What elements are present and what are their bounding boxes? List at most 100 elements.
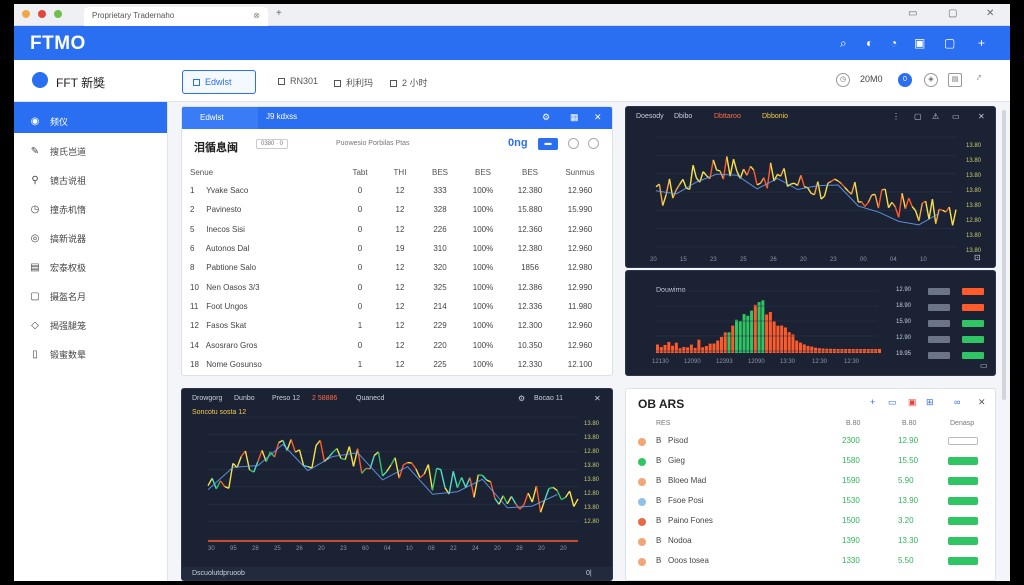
intraday-chart[interactable] [182, 389, 613, 581]
chart-symbol[interactable]: Drowgorg [192, 395, 223, 402]
close-icon[interactable]: ✕ [978, 397, 986, 407]
table-row[interactable]: 10 Nen Oasos 3/3 0 12 325 100% 12.386 12.990 [190, 277, 606, 296]
extension-icon[interactable] [54, 10, 62, 18]
chart-footer-control[interactable]: 0| [586, 570, 592, 577]
layers-icon[interactable]: ⊞ [926, 397, 934, 407]
chart-label[interactable]: Quanecd [356, 395, 385, 402]
share-icon[interactable]: ⤤ [977, 75, 981, 82]
add-icon[interactable]: + [978, 36, 986, 50]
close-tab-icon[interactable]: ⊗ [253, 11, 260, 20]
window-icon[interactable]: ▭ [888, 397, 897, 407]
menu-icon[interactable]: ⋮ [892, 112, 900, 121]
col-header[interactable]: BES [474, 167, 491, 177]
tab-rn301[interactable]: RN301 [268, 70, 328, 94]
info-icon[interactable] [568, 138, 579, 149]
order-book-row[interactable]: B Pisod 2300 12.90 [626, 433, 995, 453]
add-icon[interactable]: + [870, 397, 876, 407]
notifications-icon[interactable]: ◔ [890, 36, 898, 50]
display-icon[interactable]: ▣ [914, 36, 926, 50]
tab-watchlist[interactable]: Edwlst [182, 70, 256, 94]
col-header[interactable]: BES [521, 167, 538, 177]
chart-label[interactable]: Dbttaroo [714, 113, 741, 120]
chart-label[interactable]: Preso 12 [272, 395, 301, 402]
col-header[interactable]: Denasp [950, 420, 975, 427]
order-book-row[interactable]: B Fsoe Posi 1530 13.90 [626, 493, 995, 513]
table-row[interactable]: 12 Fasos Skat 1 12 229 100% 12.300 12.960 [190, 316, 606, 335]
search-icon[interactable]: ⌕ [840, 36, 847, 50]
chart-label[interactable]: Dbbonio [762, 113, 789, 120]
clock-icon[interactable]: ◷ [836, 73, 850, 87]
table-row[interactable]: 8 Pabtione Salo 0 12 320 100% 1856 12.980 [190, 258, 606, 277]
sidebar-item[interactable]: ◷ 撞赤机惰 [14, 191, 167, 220]
help-icon[interactable] [588, 138, 599, 149]
watchlist-chip[interactable]: 0380 · 0 [256, 139, 289, 149]
col-header[interactable]: B.80 [846, 420, 861, 427]
page-scrollbar[interactable] [1002, 110, 1006, 400]
settings-icon[interactable]: ◐ [866, 36, 874, 50]
order-book-row[interactable]: B Paino Fones 1500 3.20 [626, 513, 995, 533]
col-header[interactable]: Tabt [352, 167, 368, 177]
col-header[interactable]: B.80 [902, 420, 917, 427]
watchlist-action-button[interactable]: ▬ [538, 138, 558, 150]
close-icon[interactable]: ✕ [978, 112, 985, 121]
tab-chart[interactable]: 利利玛 [324, 70, 383, 94]
chat-icon[interactable]: ▤ [948, 73, 962, 87]
tab-timeframe[interactable]: 2 小时 [380, 70, 438, 94]
table-row[interactable]: 2 Pavinesto 0 12 328 100% 15.880 15.990 [190, 200, 606, 219]
expand-icon[interactable]: ▭ [980, 361, 988, 370]
order-book-row[interactable]: B Nodoa 1390 13.30 [626, 533, 995, 553]
maximize-icon[interactable]: ▢ [948, 8, 958, 19]
settings-icon[interactable]: ⚙ [542, 112, 551, 122]
col-header[interactable]: RES [656, 420, 671, 427]
price-chart[interactable] [626, 107, 996, 268]
record-icon[interactable] [38, 10, 46, 18]
alert-icon[interactable]: ▣ [908, 397, 917, 407]
sidebar-item[interactable]: ◎ 搞新说器 [14, 220, 167, 249]
order-book-row[interactable]: B Gieg 1580 15.50 [626, 453, 995, 473]
avatar[interactable] [32, 72, 48, 88]
link-icon[interactable]: ∞ [954, 397, 961, 407]
chart-label[interactable]: Dbibo [674, 113, 693, 120]
close-window-icon[interactable]: ✕ [986, 8, 995, 19]
grid-icon[interactable]: ▦ [570, 112, 579, 122]
watchlist-tab-secondary[interactable]: J9 kdxss [266, 112, 298, 121]
alert-icon[interactable]: ⚠ [932, 112, 940, 121]
sidebar-item[interactable]: ◇ 揭强腿笼 [14, 307, 167, 336]
resize-icon[interactable]: ⊡ [974, 253, 981, 262]
chart-label[interactable]: 2 58886 [312, 395, 338, 402]
order-book-row[interactable]: B Ooos tosea 1330 5.50 [626, 553, 995, 573]
lock-icon[interactable]: ▢ [914, 112, 922, 121]
browser-tab[interactable]: Proprietary Tradernaho ⊗ [84, 7, 268, 26]
chart-symbol[interactable]: Doesody [636, 113, 664, 120]
col-header[interactable]: THI [393, 167, 407, 177]
table-row[interactable]: 11 Foot Ungos 0 12 214 100% 12.336 11.980 [190, 297, 606, 316]
close-icon[interactable]: ✕ [594, 394, 601, 403]
ftmo-logo[interactable]: FTMO [30, 33, 86, 54]
new-tab-icon[interactable]: + [276, 8, 282, 19]
sidebar-item[interactable]: ▢ 摄盔名月 [14, 278, 167, 307]
notification-badge[interactable]: 0 [898, 73, 912, 87]
col-header[interactable]: BES [431, 167, 448, 177]
settings-icon[interactable]: ⚙ [518, 394, 526, 403]
chart-label[interactable]: Dunbo [234, 395, 255, 402]
table-row[interactable]: 14 Asosraro Gros 0 12 220 100% 10.350 12.960 [190, 335, 606, 354]
sidebar-item[interactable]: ⚲ 镜古说祖 [14, 162, 167, 191]
col-header[interactable]: Senue [190, 167, 214, 177]
sidebar-item[interactable]: ▯ 锻蜜数晕 [14, 336, 167, 365]
table-row[interactable]: 6 Autonos Dal 0 19 310 100% 12.380 12.960 [190, 239, 606, 258]
table-row[interactable]: 18 Nome Gosunso 1 12 225 100% 12.330 12.100 [190, 355, 606, 374]
minimize-icon[interactable]: ▭ [908, 8, 918, 19]
close-icon[interactable]: ✕ [594, 112, 602, 122]
table-row[interactable]: 5 Inecos Sisi 0 12 226 100% 12.360 12.960 [190, 220, 606, 239]
sidebar-item[interactable]: ✎ 搜氏岂道 [14, 133, 167, 162]
window-icon[interactable]: ▢ [944, 36, 956, 50]
order-book-row[interactable]: B Bloeo Mad 1590 5.90 [626, 473, 995, 493]
sidebar-item[interactable]: ◉ 频仪 [14, 102, 167, 133]
col-header[interactable]: Sunmus [565, 167, 595, 177]
globe-icon[interactable]: ◈ [924, 73, 938, 87]
sidebar-item[interactable]: ▤ 宏泰权极 [14, 249, 167, 278]
watchlist-tab-active[interactable]: Edwlst [182, 107, 258, 129]
bookmark-icon[interactable]: ▭ [952, 112, 960, 121]
table-row[interactable]: 1 Yvake Saco 0 12 333 100% 12.380 12.960 [190, 181, 606, 200]
volume-chart[interactable] [626, 271, 996, 376]
